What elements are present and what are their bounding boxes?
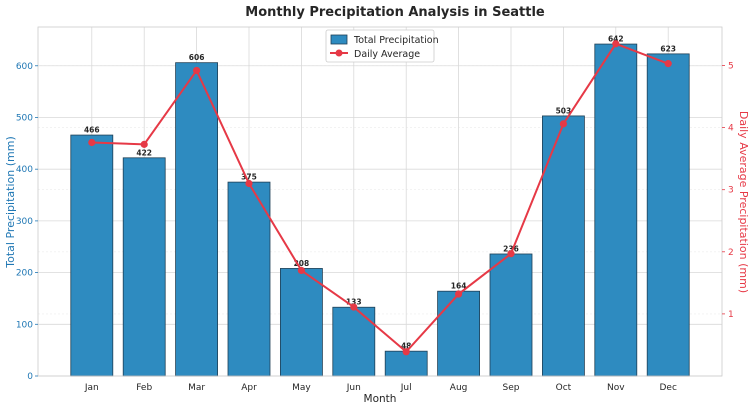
bar-oct [542,115,585,377]
x-tick-label-oct: Oct [556,383,572,393]
x-tick-label-nov: Nov [607,383,625,393]
bar-label-feb: 422 [136,148,152,157]
bar-aug [437,290,481,377]
bar-mar [175,62,219,377]
bar-jan [70,134,114,377]
bar-label-jan: 466 [84,126,100,135]
daily-average-point-nov [612,40,620,48]
bar-label-oct: 503 [556,106,572,115]
y-tick-label: 600 [16,62,33,72]
bar-label-apr: 375 [241,173,257,182]
legend-frame [325,29,435,63]
bar-labels: 466 422 606 375 208 133 48 164 236 503 642 623 [84,35,676,351]
daily-average-point-jul [402,348,410,356]
y2-tick-label: 4 [728,124,734,134]
bar-label-dec: 623 [660,44,676,53]
y2-tick-label: 5 [728,62,734,72]
bar-nov [594,43,638,377]
y-axis-title: Total Precipitation (mm) [4,136,17,268]
bar-label-jun: 133 [346,298,362,307]
bar-label-aug: 164 [451,282,467,291]
daily-average-point-apr [245,179,253,188]
x-tick-label-jul: Jul [400,383,412,393]
daily-average-point-may [297,266,305,275]
x-tick-label-feb: Feb [136,383,152,393]
x-tick-label-sep: Sep [503,383,520,393]
legend-label-daily: Daily Average [354,49,420,60]
chart-title: Monthly Precipitation Analysis in Seattl… [245,5,545,20]
bars [70,43,690,377]
daily-average-point-aug [455,290,463,298]
daily-average-line [91,42,669,354]
y2-tick-label: 2 [728,248,734,258]
y-tick-label: 400 [16,165,33,175]
y2-tick-label: 3 [728,186,734,196]
y-tick-label: 300 [16,217,33,227]
legend-line-marker [335,49,343,57]
y-tick-label: 0 [27,372,33,382]
x-tick-label-mar: Mar [188,383,205,393]
y2-axis-title: Daily Average Precipitation (mm) [737,111,750,293]
daily-average-point-jun [350,303,358,311]
bar-apr [227,181,271,377]
daily-average-point-sep [507,250,515,258]
daily-average-point-oct [559,120,568,128]
bar-label-sep: 236 [503,244,519,253]
y-tick-label: 200 [16,269,33,279]
bar-may [279,268,323,377]
axes: 0 100 200 300 400 500 600 1 2 3 4 5 Jan Feb Mar Apr May J… [16,26,734,393]
legend-bar-swatch [330,34,348,45]
bar-dec [646,53,690,377]
daily-average-point-mar [193,66,201,75]
plot-frame [37,26,723,377]
bar-sep [489,253,533,377]
y-tick-label: 500 [16,113,33,123]
y-tick-label: 100 [16,320,33,330]
legend: Total Precipitation Daily Average [325,29,439,63]
x-tick-label-may: May [292,383,311,393]
legend-label-total: Total Precipitation [353,35,439,46]
y2-tick-label: 1 [728,310,734,320]
bar-label-may: 208 [294,259,310,268]
daily-average-point-feb [140,140,148,148]
x-tick-label-jan: Jan [84,383,99,393]
x-tick-label-dec: Dec [659,383,676,393]
daily-average-line-group [88,40,672,356]
daily-average-point-dec [664,60,672,68]
bar-label-mar: 606 [189,53,205,62]
bar-label-nov: 642 [608,35,624,44]
x-axis-title: Month [364,393,397,405]
x-tick-label-aug: Aug [450,383,468,393]
x-tick-label-jun: Jun [346,383,361,393]
daily-average-point-jan [88,138,96,147]
bar-label-jul: 48 [401,342,411,351]
bar-jun [332,306,376,377]
x-tick-label-apr: Apr [241,383,257,393]
bar-feb [122,157,166,377]
